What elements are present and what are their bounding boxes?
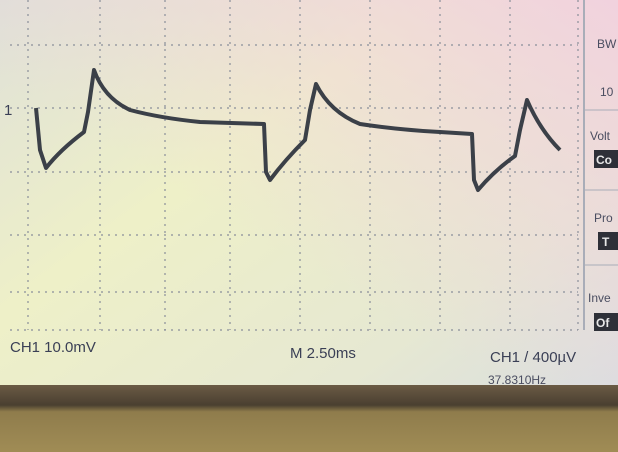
side-menu: BW 10 Volt Co Pro T Inve Of [583,0,618,331]
bezel [0,385,618,452]
menu-label: Inve [588,291,611,305]
menu-label: BW [597,37,617,51]
menu-value: 10 [600,85,614,99]
waveform-trace [34,68,562,192]
frequency: 37.8310Hz [488,373,546,387]
menu-value: Co [596,153,612,167]
menu-label: Pro [594,211,613,225]
ch1-scale: CH1 10.0mV [10,339,96,356]
menu-label: Volt [590,129,611,143]
timebase: M 2.50ms [290,345,356,362]
channel-marker: 1 [4,102,12,119]
menu-value: T [602,235,610,249]
menu-value: Of [596,316,610,330]
trigger: CH1 / 400µV [490,349,576,366]
